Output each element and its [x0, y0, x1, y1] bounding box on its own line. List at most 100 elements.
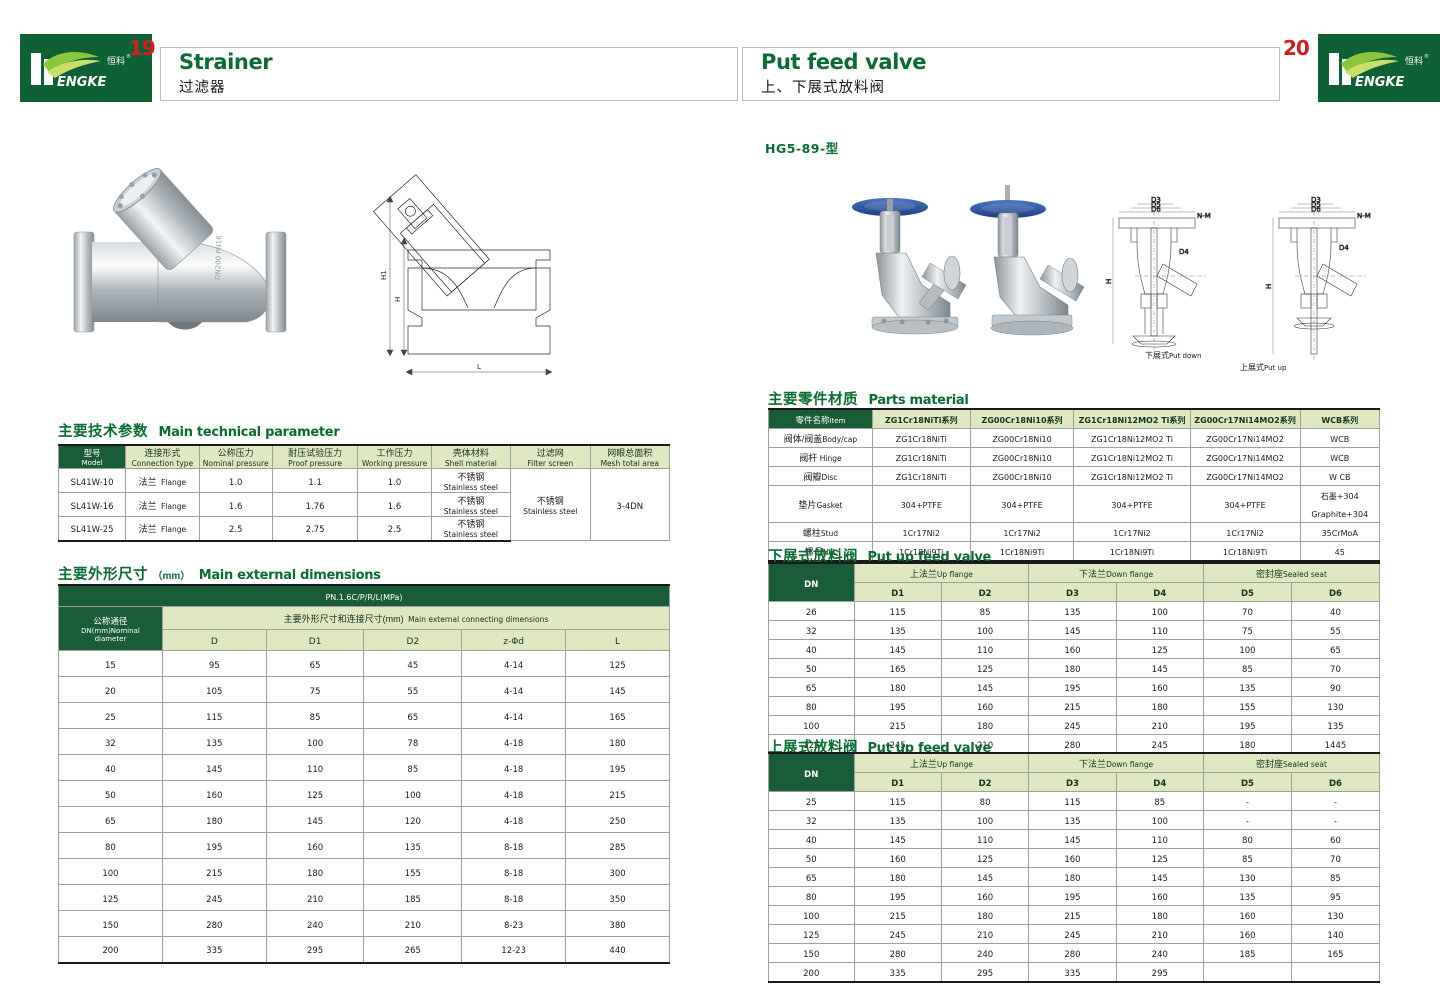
cell-D6: 40: [1290, 601, 1381, 621]
cell-D4: 210: [1115, 715, 1204, 735]
table-row: 40 145 110 160 125 100 65: [768, 639, 1381, 659]
table-row: 65 180 145 120 4-18 250: [58, 806, 670, 833]
cell-proof: 1.1: [271, 468, 359, 493]
cell-D3: 215: [1028, 905, 1117, 925]
cell-D3: 180: [1028, 867, 1117, 887]
cell-dn: 100: [768, 905, 855, 925]
table-row: 80 195 160 195 160 135 95: [768, 886, 1381, 906]
dim-label-h1: H1: [380, 270, 388, 280]
table-row: 65 180 145 195 160 135 90: [768, 677, 1381, 697]
cell-D6: 140: [1290, 924, 1381, 944]
tech-param-title-cn: 主要技术参数: [58, 424, 148, 440]
cell-D5: 155: [1202, 696, 1292, 716]
th-2: 公称压力 Nominal pressure: [198, 444, 273, 469]
cell-L: 300: [565, 858, 670, 885]
table-row: 40 145 110 85 4-18 195: [58, 754, 670, 781]
th-series-5: WCB系列: [1299, 408, 1381, 429]
cell-D: 160: [161, 780, 267, 807]
cell-D4: 110: [1115, 829, 1204, 849]
cell-D4: 180: [1115, 696, 1204, 716]
cell-z-Φd: 8-18: [461, 832, 567, 859]
cell-material-4: 35CrMoA: [1299, 522, 1381, 542]
table-row: 125 245 210 245 210 160 140: [768, 924, 1381, 944]
group-header-row: DN 上法兰Up flange 下法兰Down flange 密封座Sealed se…: [768, 752, 1381, 792]
cell-material-2: ZG1Cr18Ni12MO2 Ti: [1073, 447, 1191, 467]
banner-row: PN.1.6C/P/R/L(MPa): [58, 584, 670, 607]
cell-D2: 100: [940, 620, 1030, 640]
th-sub-D4: D4: [1115, 772, 1204, 792]
cell-D5: 160: [1202, 905, 1292, 925]
cell-material-3: ZG00Cr17Ni14MO2: [1189, 466, 1301, 486]
th-sub-D6: D6: [1290, 582, 1381, 602]
table-row: 150 280 240 280 240 185 165: [768, 943, 1381, 963]
cell-D1: 135: [853, 620, 942, 640]
cell-D5: 180: [1202, 734, 1292, 754]
cell-dn: 65: [768, 677, 855, 697]
cell-L: 250: [565, 806, 670, 833]
svg-text:D6: D6: [1151, 206, 1161, 214]
right-title-en: Put feed valve: [761, 50, 927, 74]
cell-D1: 210: [265, 884, 365, 911]
cell-D4: 295: [1115, 962, 1204, 983]
parts-title-en: Parts material: [868, 393, 969, 408]
th-series-4: ZG00Cr17Ni14MO2系列: [1189, 408, 1301, 429]
cell-L: 285: [565, 832, 670, 859]
table-row: 阀瓣Disc ZG1Cr18NiTi ZG00Cr18Ni10 ZG1Cr18Ni12…: [768, 466, 1381, 486]
table-row: 32 135 100 135 100- -: [768, 810, 1381, 830]
svg-text:D5: D5: [1311, 201, 1321, 209]
cell-D2: 295: [940, 962, 1030, 983]
parts-title-cn: 主要零件材质: [768, 392, 858, 408]
cell-D: 145: [161, 754, 267, 781]
cell-D1: 110: [265, 754, 365, 781]
cell-material-1: ZG00Cr18Ni10: [969, 447, 1075, 467]
table-row: 25 115 85 65 4-14 165: [58, 702, 670, 729]
cell-material-3: 304+PTFE: [1189, 485, 1301, 523]
cell-D3: 245: [1028, 924, 1117, 944]
table-row: 150 280 240 210 8-23 380: [58, 910, 670, 937]
cell-working: 1.6: [357, 492, 432, 517]
cell-nominal: 2.5: [198, 516, 273, 542]
cell-D4: 100: [1115, 810, 1204, 830]
svg-text:D3: D3: [1151, 196, 1161, 204]
cell-material-4: 45: [1299, 541, 1381, 562]
th-1: 连接形式 Connection type: [125, 444, 200, 469]
table-row: 40 145 110 145 110 80 60: [768, 829, 1381, 849]
th-dn: DN: [768, 562, 855, 602]
cell-L: 180: [565, 728, 670, 755]
cell-z-Φd: 4-14: [461, 650, 567, 677]
cell-D2: 55: [363, 676, 463, 703]
drawing-caption-put-down: 下展式Put down: [1145, 350, 1201, 361]
cell-dn: 150: [58, 910, 163, 937]
cell-dn: 32: [58, 728, 163, 755]
cell-D3: 145: [1028, 620, 1117, 640]
th-group-2: 密封座Sealed seat: [1202, 562, 1381, 583]
cell-D6: 130: [1290, 696, 1381, 716]
left-title-en: Strainer: [179, 50, 273, 74]
svg-text:DN200 PN16: DN200 PN16: [214, 235, 224, 280]
dimensions-section-title: 主要外形尺寸 （mm） Main external dimensions: [58, 563, 381, 584]
cell-D1: 280: [853, 943, 942, 963]
table-row: 65 180 145 180 145 130 85: [768, 867, 1381, 887]
cell-z-Φd: 8-18: [461, 884, 567, 911]
th-sub-D2: D2: [940, 582, 1030, 602]
cell-material-0: 304+PTFE: [871, 485, 971, 523]
th-dn: 公称通径 DN(mm)Nominal diameter: [58, 606, 163, 651]
th-6: 过滤网 Filter screen: [510, 444, 591, 469]
subheader-row: D1 D2 D3 D4 D5 D6: [769, 772, 1381, 792]
cell-D5: 70: [1202, 601, 1292, 621]
strainer-technical-drawing: H1 H L: [360, 140, 610, 390]
cell-material-3: 1Cr17Ni2: [1189, 522, 1301, 542]
cell-dn: 26: [768, 601, 855, 621]
cell-material-1: ZG00Cr18Ni10: [969, 428, 1075, 448]
cell-dn: 25: [58, 702, 163, 729]
th-group-0: 上法兰Up flange: [853, 562, 1030, 583]
cell-D4: 125: [1115, 848, 1204, 868]
table-row: 螺母Nut 1Cr18Ni9Ti 1Cr18Ni9Ti 1Cr18Ni9Ti 1Cr18…: [768, 541, 1381, 562]
cell-D: 95: [161, 650, 267, 677]
cell-D2: 155: [363, 858, 463, 885]
cell-D2: 135: [363, 832, 463, 859]
tech-param-section-title: 主要技术参数 Main technical parameter: [58, 420, 340, 441]
cell-working: 1.0: [357, 468, 432, 493]
cell-item: 垫片Gasket: [768, 485, 873, 523]
cell-material-4: 石墨+304 Graphite+304: [1299, 485, 1381, 523]
